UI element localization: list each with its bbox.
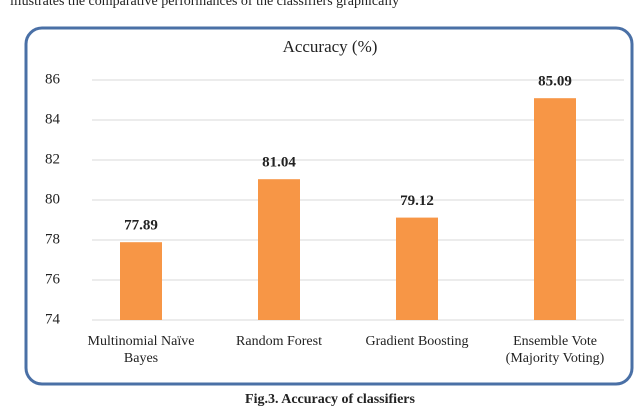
x-tick-label: Random Forest	[236, 334, 322, 349]
bar	[534, 98, 576, 320]
y-tick-label: 80	[45, 191, 60, 207]
caption: Fig.3. Accuracy of classifiers	[245, 392, 415, 407]
intro-text: illustrates the comparative performances…	[10, 0, 399, 9]
value-label: 79.12	[400, 193, 434, 209]
y-tick-label: 86	[45, 71, 61, 87]
chart-frame	[24, 26, 634, 386]
bar	[396, 217, 438, 320]
x-tick-label: Multinomial Naïve Bayes	[88, 334, 195, 366]
y-tick-label: 84	[45, 111, 61, 127]
y-tick-label: 82	[45, 151, 60, 167]
value-label: 85.09	[538, 74, 572, 90]
chart-title: Accuracy (%)	[283, 37, 378, 56]
bar	[120, 242, 162, 320]
value-label: 77.89	[124, 218, 158, 234]
value-label: 81.04	[262, 155, 296, 171]
bar	[258, 179, 300, 320]
y-tick-label: 78	[45, 231, 60, 247]
y-tick-label: 74	[45, 311, 61, 327]
x-tick-label: Ensemble Vote (Majority Voting)	[506, 334, 605, 366]
x-tick-label: Gradient Boosting	[365, 334, 468, 349]
y-tick-label: 76	[45, 271, 61, 287]
